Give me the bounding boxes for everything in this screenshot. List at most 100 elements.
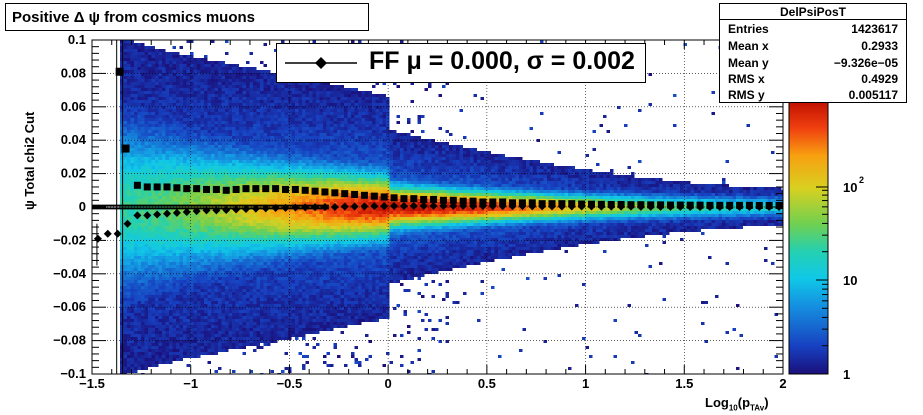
- data-point-diamond: [182, 208, 191, 217]
- stats-value: −9.326e−05: [833, 56, 898, 70]
- data-point-diamond: [103, 229, 112, 238]
- y-tick-label: −0.1: [60, 366, 86, 381]
- x-tick-label: 1: [582, 376, 589, 391]
- data-point-square: [133, 181, 141, 189]
- y-tick-label: −0.04: [53, 266, 87, 281]
- y-tick-label: 0.08: [61, 65, 86, 80]
- data-point-square: [232, 185, 240, 193]
- y-tick-label: 0.02: [61, 166, 86, 181]
- x-tick-label: 1.5: [675, 376, 693, 391]
- color-scale-tick-label: 10: [843, 180, 857, 195]
- data-point-square: [212, 185, 220, 193]
- data-point-diamond: [360, 202, 369, 211]
- data-point-diamond: [399, 201, 408, 210]
- color-scale-tick-label: 1: [843, 367, 850, 382]
- data-point-diamond: [241, 205, 250, 214]
- data-point-square: [153, 183, 161, 191]
- data-point-square: [439, 196, 447, 204]
- data-point-diamond: [153, 210, 162, 219]
- data-point-square: [420, 195, 428, 203]
- stats-value: 0.005117: [848, 88, 898, 102]
- data-point-diamond: [113, 229, 122, 238]
- x-tick-label: 2: [779, 376, 786, 391]
- data-point-diamond: [340, 202, 349, 211]
- data-point-diamond: [123, 219, 132, 228]
- data-point-square: [281, 185, 289, 193]
- data-point-diamond: [330, 203, 339, 211]
- stats-value: 1423617: [851, 22, 898, 36]
- data-point-square: [252, 185, 260, 193]
- data-point-square: [321, 188, 329, 196]
- data-point-diamond: [409, 201, 418, 210]
- data-point-diamond: [163, 209, 172, 218]
- data-point-square: [143, 183, 151, 191]
- data-point-diamond: [538, 202, 547, 211]
- data-point-square: [400, 195, 408, 203]
- data-point-square: [331, 189, 339, 197]
- data-point-diamond: [390, 201, 399, 210]
- stats-row: Mean x 0.2933: [728, 38, 898, 54]
- data-point-square: [351, 190, 359, 198]
- data-point-square: [291, 185, 299, 193]
- stats-box: DelPsiPosT Entries 1423617 Mean x 0.2933 M…: [719, 3, 907, 103]
- y-tick-label: −0.02: [53, 232, 86, 247]
- stats-name: DelPsiPosT: [720, 5, 906, 20]
- data-point-diamond: [636, 202, 645, 211]
- data-point-diamond: [498, 202, 507, 211]
- data-point-diamond: [271, 204, 280, 213]
- data-point-diamond: [666, 202, 675, 211]
- data-point-diamond: [222, 206, 231, 215]
- data-point-diamond: [370, 202, 379, 211]
- data-point-diamond: [617, 202, 626, 211]
- data-point-diamond: [380, 202, 389, 211]
- stats-row: RMS y 0.005117: [728, 87, 898, 103]
- data-point-square: [390, 194, 398, 202]
- data-point-diamond: [93, 234, 102, 243]
- data-point-square: [183, 185, 191, 193]
- legend-box: FF μ = 0.000, σ = 0.002: [276, 43, 646, 83]
- stats-label: RMS x: [728, 72, 765, 86]
- data-point-diamond: [192, 207, 201, 216]
- chart-title: Positive Δ ψ from cosmics muons: [12, 9, 255, 26]
- data-point-diamond: [478, 201, 487, 210]
- data-point-square: [360, 191, 368, 199]
- data-point-diamond: [577, 202, 586, 211]
- data-point-square: [163, 183, 171, 191]
- x-axis-label: Log10(pTAv): [705, 395, 769, 413]
- data-point-diamond: [696, 203, 705, 211]
- title-box: Positive Δ ψ from cosmics muons: [5, 3, 369, 31]
- color-scale-bar: [788, 100, 829, 375]
- axis-ticks: −1.5 −1 −0.5 0 0.5 1 1.5 2 −0.1 −0.08 −0.06 −0.04 −0…: [53, 32, 787, 391]
- data-point-square: [301, 186, 309, 194]
- data-point-diamond: [172, 208, 181, 217]
- x-tick-label: −0.5: [277, 376, 303, 391]
- data-point-square: [311, 187, 319, 195]
- y-tick-label: 0: [79, 199, 86, 214]
- stats-label: Mean y: [728, 56, 769, 70]
- stats-row: RMS x 0.4929: [728, 71, 898, 87]
- data-point-square: [203, 185, 211, 193]
- color-scale-tick-label: 10: [843, 273, 857, 288]
- data-point-diamond: [725, 203, 734, 211]
- data-point-square: [121, 144, 130, 153]
- data-point-diamond: [459, 201, 468, 210]
- y-tick-label: −0.06: [53, 299, 86, 314]
- stats-value: 0.2933: [861, 39, 898, 53]
- data-point-diamond: [202, 206, 211, 215]
- data-point-square: [193, 185, 201, 193]
- y-tick-label: 0.06: [61, 99, 86, 114]
- data-point-diamond: [735, 203, 744, 211]
- legend-marker-icon: [285, 57, 357, 69]
- data-point-diamond: [508, 202, 517, 211]
- data-point-diamond: [320, 203, 329, 211]
- data-point-diamond: [626, 202, 635, 211]
- data-point-square: [449, 196, 457, 204]
- data-point-square: [173, 184, 181, 192]
- data-point-diamond: [705, 203, 714, 211]
- data-point-square: [489, 198, 497, 206]
- data-point-square: [430, 195, 438, 203]
- data-point-diamond: [656, 202, 665, 211]
- x-tick-label: 0: [385, 376, 392, 391]
- data-point-square: [410, 195, 418, 203]
- data-point-diamond: [755, 203, 764, 211]
